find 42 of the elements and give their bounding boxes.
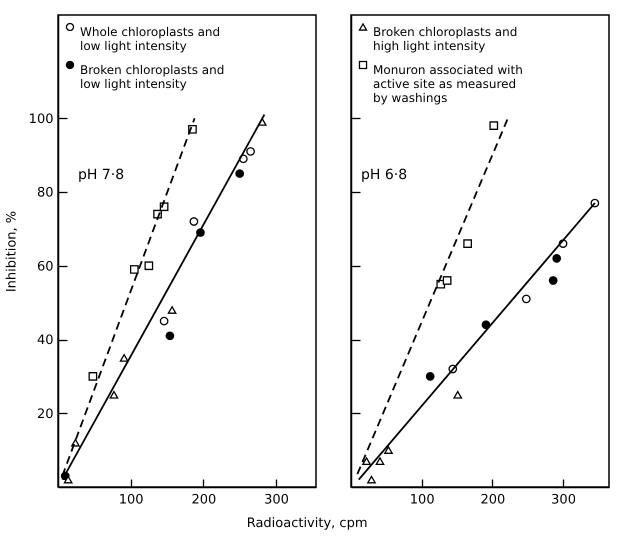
legend-label: Broken chloroplasts and low light intensity bbox=[80, 63, 224, 91]
x-tick-label: 100 bbox=[410, 492, 435, 508]
point bbox=[235, 169, 244, 178]
y-axis-title: Inhibition, % bbox=[4, 210, 20, 292]
point bbox=[426, 372, 435, 381]
x-axis-title: Radioactivity, cpm bbox=[246, 516, 368, 531]
y-tick-label: 100 bbox=[28, 112, 54, 127]
point bbox=[190, 217, 198, 226]
point bbox=[522, 294, 531, 304]
point bbox=[376, 457, 384, 466]
point bbox=[88, 372, 98, 381]
point bbox=[489, 121, 498, 130]
point bbox=[144, 261, 154, 270]
point bbox=[367, 476, 376, 484]
legend-label: Monuron associated with active site as measured by washings bbox=[373, 63, 523, 105]
point bbox=[384, 446, 393, 454]
y-tick-label: 60 bbox=[36, 259, 54, 274]
y-tick-label: 40 bbox=[36, 333, 54, 348]
point bbox=[160, 316, 168, 326]
y-tick-label: 20 bbox=[36, 406, 54, 422]
x-tick-label: 200 bbox=[480, 492, 506, 508]
x-tick-label: 300 bbox=[551, 492, 576, 508]
annotation: pH 7·8 bbox=[78, 167, 124, 183]
point bbox=[548, 276, 558, 285]
x-tick-label: 200 bbox=[191, 492, 216, 508]
legend-label: Broken chloroplasts and high light intensity bbox=[373, 25, 518, 53]
y-tick-label: 80 bbox=[36, 186, 54, 200]
point bbox=[130, 265, 139, 274]
point bbox=[120, 354, 128, 362]
point bbox=[168, 306, 176, 314]
x-tick-label: 100 bbox=[118, 492, 144, 508]
point bbox=[453, 390, 462, 399]
point bbox=[442, 276, 452, 285]
point bbox=[552, 254, 562, 263]
point bbox=[110, 390, 118, 399]
legend-label: Whole chloroplasts and low light intensity bbox=[80, 25, 220, 53]
annotation: pH 6·8 bbox=[361, 167, 408, 183]
point bbox=[166, 331, 174, 340]
x-tick-label: 300 bbox=[264, 492, 289, 508]
point bbox=[362, 457, 371, 466]
point bbox=[246, 147, 255, 156]
point bbox=[463, 239, 472, 248]
